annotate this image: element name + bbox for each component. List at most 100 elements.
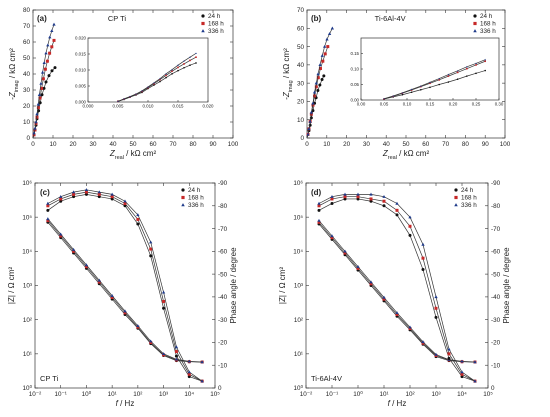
data-point bbox=[395, 201, 399, 205]
data-point bbox=[72, 249, 76, 253]
data-point bbox=[395, 313, 399, 317]
y-tick-label: 50 bbox=[23, 55, 31, 62]
inset-data-point bbox=[429, 82, 431, 85]
inset-data-point bbox=[159, 77, 161, 80]
y-tick-label: 10⁵ bbox=[293, 214, 303, 221]
inset-data-point bbox=[438, 77, 441, 80]
inset-data-point bbox=[410, 88, 413, 91]
data-point bbox=[320, 77, 324, 81]
data-point bbox=[97, 280, 101, 284]
inset-data-point bbox=[456, 71, 459, 74]
inset-data-point bbox=[165, 74, 167, 77]
inset-series-336h bbox=[383, 58, 487, 100]
data-point bbox=[318, 83, 322, 87]
legend-marker bbox=[201, 14, 205, 18]
panel-d: 10⁻² 10⁻¹ 10⁰ 10¹ 10² 10³ 10⁴ 10⁵ 10⁰ 10¹ 10² 10³ 10… bbox=[278, 180, 511, 408]
y2-tick-label: 0 bbox=[218, 385, 222, 392]
data-point bbox=[187, 359, 191, 363]
legend-marker bbox=[473, 14, 477, 18]
inset-x-tick-label: 0.20 bbox=[449, 102, 458, 107]
legend-marker bbox=[473, 29, 477, 33]
inset-x-tick-label: 0.000 bbox=[83, 104, 95, 109]
data-point bbox=[317, 218, 321, 222]
legend-marker bbox=[473, 21, 477, 26]
data-point bbox=[174, 345, 179, 349]
data-point bbox=[97, 195, 101, 199]
y-tick-label: 10² bbox=[294, 317, 303, 324]
inset-y-tick-label: 0.000 bbox=[75, 100, 87, 105]
phase-line bbox=[47, 194, 203, 382]
data-point bbox=[187, 370, 191, 374]
data-point bbox=[473, 360, 477, 364]
data-point bbox=[84, 263, 89, 267]
panel-title: CP Ti bbox=[40, 374, 59, 383]
y-tick-label: 10 bbox=[297, 117, 305, 124]
data-point bbox=[44, 80, 48, 84]
inset-data-point bbox=[484, 60, 486, 63]
data-point bbox=[330, 202, 334, 205]
y2-tick-label: -60 bbox=[491, 249, 501, 256]
plot-frame bbox=[34, 182, 216, 389]
inset-data-point bbox=[466, 75, 468, 77]
inset-y-tick-label: 0.020 bbox=[75, 36, 87, 41]
y-tick-label: 0 bbox=[300, 135, 304, 142]
data-point bbox=[149, 339, 153, 343]
data-point bbox=[330, 26, 334, 30]
impedance-series-168h bbox=[46, 219, 204, 364]
data-point bbox=[72, 192, 76, 196]
y-axis-label: -Zimag / kΩ cm² bbox=[8, 48, 20, 100]
y-tick-label: 40 bbox=[23, 71, 31, 78]
inset-series-line bbox=[117, 53, 197, 102]
data-point bbox=[382, 297, 386, 301]
data-point bbox=[356, 192, 360, 196]
x-tick-label: 10³ bbox=[159, 391, 168, 398]
data-point bbox=[50, 29, 54, 32]
inset-data-point bbox=[165, 76, 167, 79]
data-point bbox=[46, 208, 50, 212]
data-point bbox=[59, 194, 63, 198]
data-point bbox=[50, 69, 54, 73]
inset: 0.00 0.05 0.10 0.15 0.20 0.25 0.30 0.00 0.05 0.10… bbox=[350, 37, 504, 107]
x-tick-label: 10 bbox=[49, 141, 57, 148]
data-point bbox=[59, 197, 63, 201]
data-point bbox=[110, 192, 114, 196]
x-tick-label: 0 bbox=[305, 141, 309, 148]
y-tick-label: 10⁴ bbox=[22, 249, 32, 256]
data-point bbox=[174, 354, 178, 358]
data-point bbox=[149, 341, 153, 345]
inset-data-point bbox=[195, 62, 197, 64]
data-point bbox=[313, 94, 317, 98]
x-axis-label: f / Hz bbox=[388, 399, 407, 408]
data-point bbox=[382, 295, 386, 299]
inset-data-point bbox=[447, 81, 450, 83]
data-point bbox=[447, 352, 451, 356]
y-tick-label: 10⁰ bbox=[293, 385, 303, 392]
x-tick-label: 10⁴ bbox=[457, 391, 467, 398]
panel-label: (b) bbox=[311, 14, 322, 23]
data-point bbox=[316, 88, 320, 92]
legend-marker bbox=[201, 21, 205, 26]
inset-data-point bbox=[466, 67, 468, 70]
y-tick-label: 10¹ bbox=[294, 351, 303, 358]
inset-data-point bbox=[392, 95, 395, 97]
inset-data-point bbox=[195, 52, 197, 54]
data-point bbox=[395, 208, 399, 212]
inset-y-tick-label: 0.010 bbox=[75, 68, 87, 73]
y-tick-label: 10⁶ bbox=[293, 180, 303, 187]
data-point bbox=[37, 93, 42, 96]
data-point bbox=[322, 74, 326, 78]
phase-series-336h bbox=[46, 188, 204, 383]
data-point bbox=[369, 199, 373, 203]
y-tick-label: 20 bbox=[297, 99, 305, 106]
y2-tick-label: -70 bbox=[491, 226, 501, 233]
x-tick-label: 10¹ bbox=[108, 391, 117, 398]
inset-data-point bbox=[135, 93, 137, 95]
inset-data-point bbox=[419, 85, 422, 87]
panel-title: Ti-6Al-4V bbox=[311, 374, 342, 383]
data-point bbox=[40, 93, 44, 97]
data-point bbox=[149, 247, 153, 251]
inset-data-point bbox=[129, 95, 131, 98]
y-tick-label: 70 bbox=[297, 7, 305, 14]
inset-data-point bbox=[183, 63, 185, 65]
legend-label: 24 h bbox=[188, 187, 201, 194]
